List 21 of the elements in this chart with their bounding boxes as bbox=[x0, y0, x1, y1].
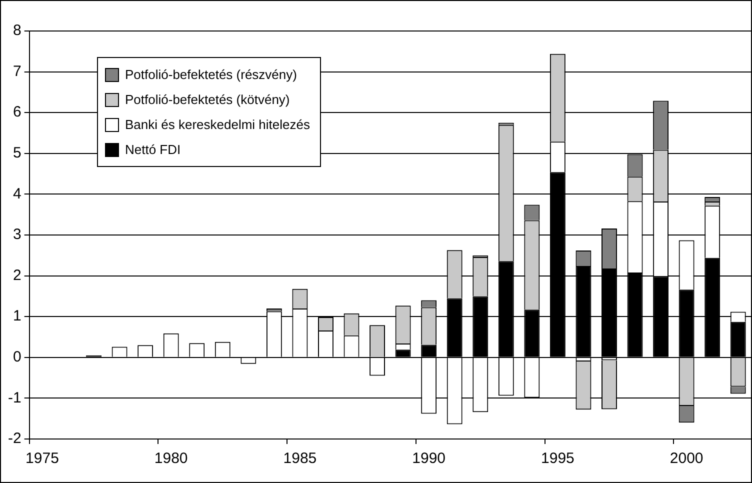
y-tick-label: 2 bbox=[12, 266, 22, 284]
x-tick-label: 1995 bbox=[541, 450, 574, 468]
y-tick-label: 3 bbox=[12, 226, 22, 244]
y-tick-label: 1 bbox=[12, 308, 22, 325]
legend-label: Potfolió-befektetés (részvény) bbox=[125, 66, 297, 84]
legend-label: Potfolió-befektetés (kötvény) bbox=[125, 91, 290, 109]
y-tick-label: 0 bbox=[12, 348, 22, 366]
y-tick-label: -1 bbox=[8, 389, 22, 406]
legend-label: Nettó FDI bbox=[125, 141, 181, 159]
y-tick-label: 6 bbox=[12, 104, 22, 121]
x-tick-label: 1985 bbox=[283, 450, 317, 468]
y-tick-label: 4 bbox=[12, 185, 22, 202]
y-tick-label: 5 bbox=[12, 144, 22, 162]
legend-label: Banki és kereskedelmi hitelezés bbox=[125, 116, 310, 134]
x-tick-label: 1980 bbox=[154, 450, 188, 468]
x-tick-label: 1990 bbox=[412, 450, 446, 468]
y-tick-label: 7 bbox=[12, 62, 22, 80]
y-tick-label: -2 bbox=[8, 430, 22, 448]
x-tick-label: 1975 bbox=[26, 450, 59, 468]
x-tick-label: 2000 bbox=[670, 450, 704, 468]
y-tick-label: 8 bbox=[12, 22, 22, 40]
